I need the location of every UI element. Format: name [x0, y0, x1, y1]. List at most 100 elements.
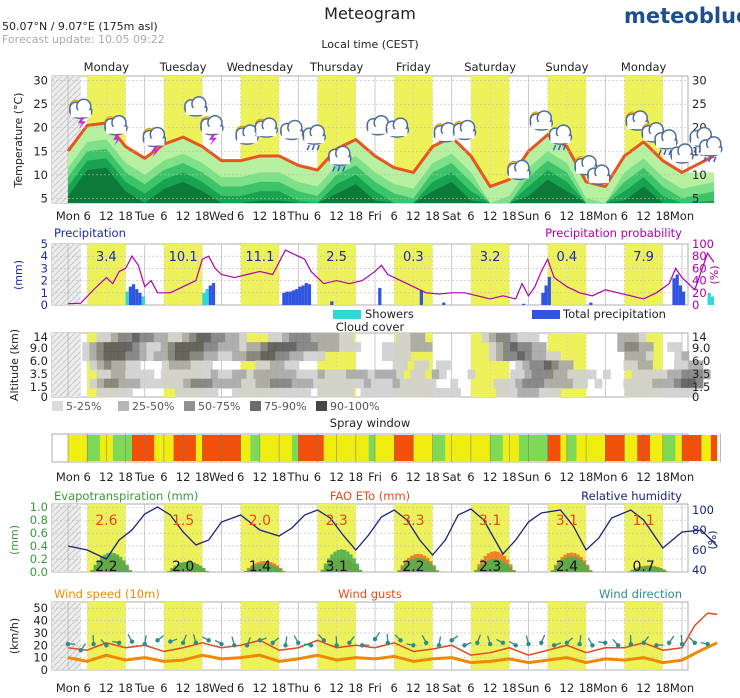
legend-total-swatch: [532, 310, 560, 319]
cloud-cell: [232, 387, 240, 398]
evapo-daily-value: 2.2: [95, 559, 117, 575]
cloud-cell: [239, 369, 247, 380]
cloud-cell: [666, 378, 675, 389]
cloud-cell: [467, 369, 476, 380]
cloud-cell: [580, 378, 588, 389]
cloud-cell: [645, 360, 653, 371]
cloud-legend-label: 5-25%: [66, 400, 101, 413]
cloud-cell: [421, 360, 430, 371]
cloud-cell: [624, 333, 633, 343]
cloud-cell: [617, 333, 626, 343]
evapo-bar: [403, 563, 407, 572]
cloud-cell: [681, 369, 690, 380]
evapo-bar: [173, 565, 177, 572]
cloud-cell: [410, 369, 419, 380]
wind-barb: [688, 636, 696, 644]
cloud-cell: [399, 378, 408, 389]
cloud-cell: [296, 333, 305, 343]
cloud-cell: [125, 378, 134, 389]
temp-ytick-right: 5: [692, 191, 699, 205]
wind-hours-tick: Sat: [442, 681, 461, 695]
cloud-cell: [638, 342, 647, 352]
cloud-cell: [496, 351, 504, 362]
cloud-cell: [310, 342, 319, 352]
cloud-cell: [407, 378, 415, 389]
rain-drop-icon: [306, 144, 310, 151]
spray-segment: [68, 435, 72, 461]
cloud-cell: [219, 378, 228, 389]
cloud-cell: [110, 369, 119, 380]
cloud-cell: [210, 333, 219, 343]
cloud-cell: [291, 360, 300, 371]
prob-ytick: 80: [692, 249, 707, 263]
temp-hours-tick: 12: [560, 209, 575, 223]
temp-hours-tick: 18: [348, 209, 363, 223]
evapo-daily-value: 0.7: [632, 559, 654, 575]
cloud-cell: [147, 378, 156, 389]
evapo-bar: [122, 560, 126, 572]
temp-hours-tick: Mon: [56, 209, 80, 223]
wind-barb: [317, 634, 325, 641]
rain-drop-icon: [557, 144, 562, 151]
rh-ytick: 100: [692, 503, 714, 517]
evapo-bar: [474, 570, 478, 572]
weather-icon-sun-cloud: [254, 117, 279, 138]
spray-hours-tick: Mon: [670, 470, 694, 484]
fao-daily-value: 1.1: [632, 513, 654, 529]
wind-direction-dot: [283, 643, 288, 648]
wind-hours-tick: 6: [467, 681, 474, 695]
wind-hours-tick: Mon: [593, 681, 617, 695]
precip-ytick: 4: [41, 249, 48, 263]
cloud-cell: [232, 342, 240, 352]
cloud-cell: [681, 378, 689, 389]
cloud-cell: [560, 369, 568, 380]
day-label: Monday: [84, 60, 130, 74]
temp-hours-tick: 18: [118, 209, 133, 223]
spray-segment: [375, 435, 395, 461]
wind-barb: [476, 634, 482, 644]
evapo-daily-value: 2.4: [556, 559, 578, 575]
cloud-cell: [389, 351, 397, 362]
temp-hours-tick: Tue: [134, 209, 155, 223]
evapo-bar: [272, 565, 276, 572]
cloud-cell: [167, 351, 176, 362]
brand-logo[interactable]: meteoblue: [624, 4, 740, 28]
cloud-cell: [175, 369, 183, 380]
evapo-bar: [640, 566, 644, 572]
wind-barb: [525, 635, 530, 645]
wind-barb: [451, 635, 459, 641]
evapo-bar: [509, 567, 513, 572]
rain-drop-icon: [713, 156, 717, 163]
prob-ylabel: (%): [708, 265, 721, 284]
evapo-bar: [103, 554, 107, 572]
cloud-cell: [510, 369, 519, 380]
cloud-cell: [488, 342, 497, 352]
evapo-bar: [630, 569, 635, 572]
cloud-cell: [667, 342, 675, 352]
cloud-cell: [139, 351, 148, 362]
cloud-cell: [317, 387, 326, 398]
cloud-cell: [438, 387, 447, 398]
evapo-bar: [477, 567, 481, 572]
cloud-cell: [331, 369, 340, 380]
precip-bar: [675, 274, 679, 305]
cloud-legend-label: 50-75%: [198, 400, 240, 413]
spray-segment: [518, 435, 529, 461]
weather-icon-sun-cloud: [433, 122, 458, 143]
cloud-fill: [435, 133, 456, 141]
evapo-bar: [99, 556, 104, 572]
wind-barb: [272, 637, 280, 644]
cloud-cell: [96, 351, 105, 362]
cloud-cell: [660, 369, 668, 380]
spray-segment: [173, 435, 196, 461]
temp-ytick-right: 10: [692, 168, 707, 182]
evapo-bar: [250, 566, 254, 572]
cloud-cell: [637, 378, 646, 389]
cloud-cell: [403, 351, 412, 362]
cloud-cell: [118, 360, 127, 371]
cloud-ylabel: Altitude (km): [8, 329, 21, 401]
cloud-cell: [296, 387, 305, 398]
evapo-bar: [646, 566, 651, 572]
temp-hours-tick: 6: [314, 209, 321, 223]
